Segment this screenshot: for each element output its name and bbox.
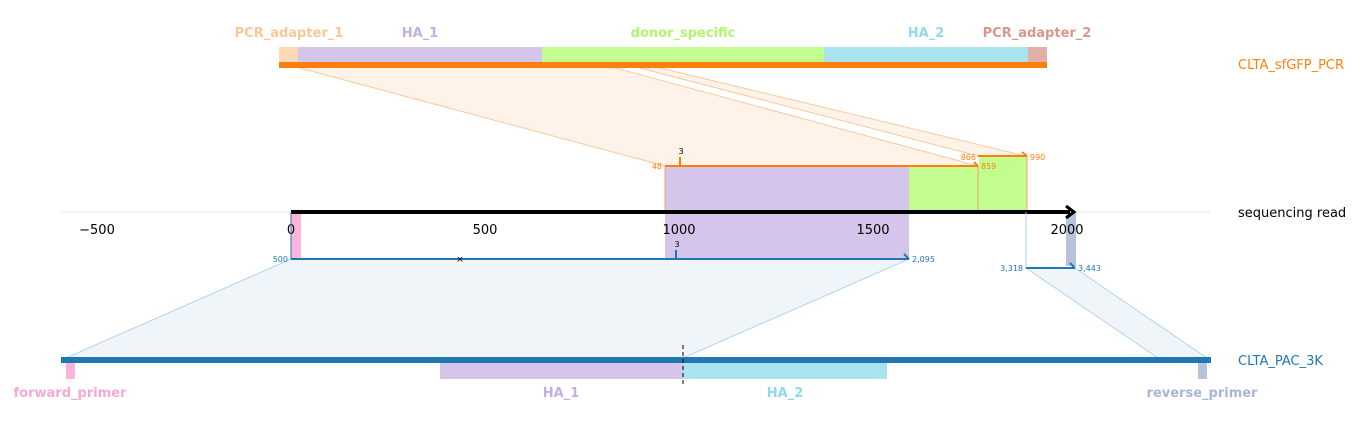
feature-ha-1-bottom xyxy=(440,363,683,379)
read-arrowhead xyxy=(1065,204,1077,220)
feature-label-ha-2-bottom: HA_2 xyxy=(767,386,804,401)
top-alignment-fan-1 xyxy=(295,66,979,167)
axis-tick-1000: 1000 xyxy=(662,223,695,238)
feature-forward-primer xyxy=(66,363,75,379)
feature-label-donor-specific: donor_specific xyxy=(631,26,736,41)
top-alignment-labels: 48 3 866 859 990 xyxy=(652,147,1045,171)
feature-label-ha-1-top: HA_1 xyxy=(402,26,439,41)
feature-donor-specific xyxy=(542,47,824,63)
top-reference: PCR_adapter_1 HA_1 donor_specific HA_2 P… xyxy=(235,26,1344,167)
axis-tick--500: −500 xyxy=(79,223,115,238)
projection-ha-1-upper xyxy=(665,166,909,212)
top-alignment-arrowhead-1 xyxy=(973,161,979,167)
axis-tick-2000: 2000 xyxy=(1050,223,1083,238)
bottom-alignment-arrowhead-1 xyxy=(903,253,910,260)
top-reference-name: CLTA_sfGFP_PCR xyxy=(1238,58,1344,73)
bottom-label-3: 3 xyxy=(674,240,679,249)
feature-pcr-adapter-1 xyxy=(279,47,298,63)
feature-pcr-adapter-2 xyxy=(1028,47,1047,63)
bottom-label-2095: 2,095 xyxy=(912,255,935,264)
feature-label-pcr-adapter-1: PCR_adapter_1 xyxy=(235,26,344,41)
bottom-label-3443: 3,443 xyxy=(1078,264,1101,273)
bottom-reference: forward_primer HA_1 HA_2 reverse_primer … xyxy=(14,345,1323,401)
top-label-48: 48 xyxy=(652,162,662,171)
mismatch-marker: × xyxy=(456,255,464,265)
projection-reverse-primer-lower xyxy=(1066,212,1076,266)
feature-reverse-primer xyxy=(1198,363,1207,379)
top-label-990: 990 xyxy=(1030,153,1045,162)
bottom-reference-name: CLTA_PAC_3K xyxy=(1238,354,1323,369)
read-axis: sequencing read −500 0 500 1000 1500 200… xyxy=(61,204,1346,238)
bottom-alignment-fan-1 xyxy=(65,258,910,359)
read-feature-projections xyxy=(291,156,1076,266)
projection-donor-upper xyxy=(909,166,979,212)
top-alignment-arrowhead-2 xyxy=(1021,151,1028,157)
feature-label-pcr-adapter-2: PCR_adapter_2 xyxy=(983,26,1092,41)
bottom-alignment-arrows xyxy=(290,212,1076,269)
bottom-fans xyxy=(65,212,1209,359)
top-label-3: 3 xyxy=(678,147,683,156)
projection-forward-primer-lower xyxy=(291,212,301,258)
feature-label-reverse-primer: reverse_primer xyxy=(1147,386,1259,401)
bottom-label-500: 500 xyxy=(273,255,288,264)
bottom-alignment-labels: 500 3 2,095 3,318 3,443 xyxy=(273,240,1101,273)
bottom-alignment-arrowhead-2 xyxy=(1069,262,1076,269)
feature-label-forward-primer: forward_primer xyxy=(14,386,128,401)
feature-label-ha-1-bottom: HA_1 xyxy=(543,386,580,401)
top-label-866: 866 xyxy=(961,153,976,162)
feature-label-ha-2-top: HA_2 xyxy=(908,26,945,41)
projection-ha-1-lower xyxy=(665,212,909,258)
top-alignment-arrows xyxy=(665,151,1028,167)
axis-tick-500: 500 xyxy=(473,223,498,238)
bottom-alignment-fan-2 xyxy=(1024,267,1209,359)
feature-ha-2-bottom xyxy=(683,363,887,379)
feature-ha-2-top xyxy=(824,47,1028,63)
top-label-859: 859 xyxy=(981,162,996,171)
bottom-reference-bar xyxy=(61,357,1211,363)
axis-tick-1500: 1500 xyxy=(856,223,889,238)
read-name: sequencing read xyxy=(1238,206,1346,221)
feature-ha-1-top xyxy=(298,47,542,63)
top-reference-bar xyxy=(279,62,1047,68)
projection-donor-upper-2 xyxy=(979,156,1027,212)
bottom-label-3318: 3,318 xyxy=(1000,264,1023,273)
